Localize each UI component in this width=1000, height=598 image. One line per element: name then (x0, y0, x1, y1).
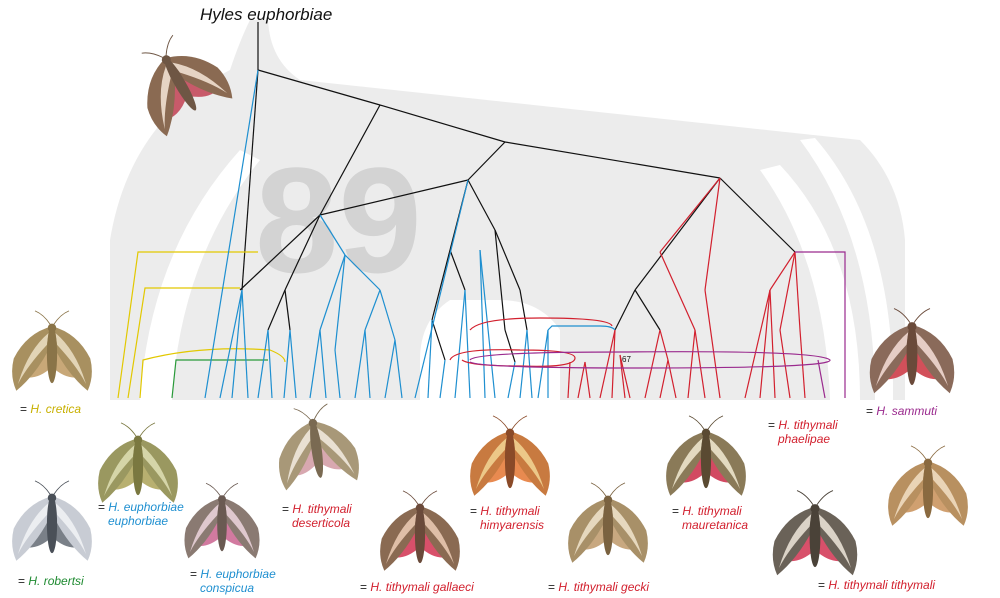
tithymali-branches (449, 177, 806, 399)
label-tithymali-tithymali: = H. tithymali tithymali (818, 578, 936, 592)
node-label-67: 67 (622, 355, 631, 364)
backbone-branches (239, 22, 796, 363)
cretica-branches (117, 251, 286, 399)
moth-sammuti (869, 308, 955, 394)
label-mauretanica: = H. tithymali mauretanica (672, 504, 749, 532)
label-himyarensis: = H. tithymali himyarensis (470, 504, 545, 532)
label-deserticola: = H. tithymali deserticola (282, 502, 352, 530)
moth-deserticola (279, 403, 359, 491)
label-euphorbiae-conspicua: = H. euphorbiae conspicua (190, 567, 276, 595)
label-euphorbiae-euphorbiae: = H. euphorbiae euphorbiae (98, 500, 184, 528)
label-cretica: = H. cretica (20, 402, 82, 416)
moth-euphorbiae-euphorbiae (98, 422, 178, 503)
label-gecki: = H. tithymali gecki (548, 580, 650, 594)
watermark-number: 89 (255, 136, 422, 304)
moth-illustrations (12, 34, 968, 576)
label-phaelipae: = H. tithymali phaelipae (768, 418, 838, 446)
moth-tithymali-tithymali (772, 490, 858, 576)
moth-gallaeci (380, 490, 460, 571)
moth-himyarensis (470, 415, 550, 496)
sammuti-branches (469, 251, 846, 399)
moth-euphorbiae-top (141, 34, 233, 137)
tree-title: Hyles euphorbiae (200, 5, 333, 24)
moth-robertsi (12, 480, 92, 561)
label-sammuti: = H. sammuti (866, 404, 938, 418)
moth-mauretanica (666, 415, 746, 496)
moth-euphorbiae-conspicua (184, 482, 260, 559)
moth-bottom-right (888, 445, 968, 526)
moth-cretica (12, 310, 92, 391)
label-gallaeci: = H. tithymali gallaeci (360, 580, 474, 594)
label-robertsi: = H. robertsi (18, 574, 84, 588)
watermark-background (110, 20, 905, 400)
euphorbiae-branches (204, 69, 616, 399)
moth-gecki (568, 482, 648, 563)
robertsi-branches (171, 359, 268, 399)
